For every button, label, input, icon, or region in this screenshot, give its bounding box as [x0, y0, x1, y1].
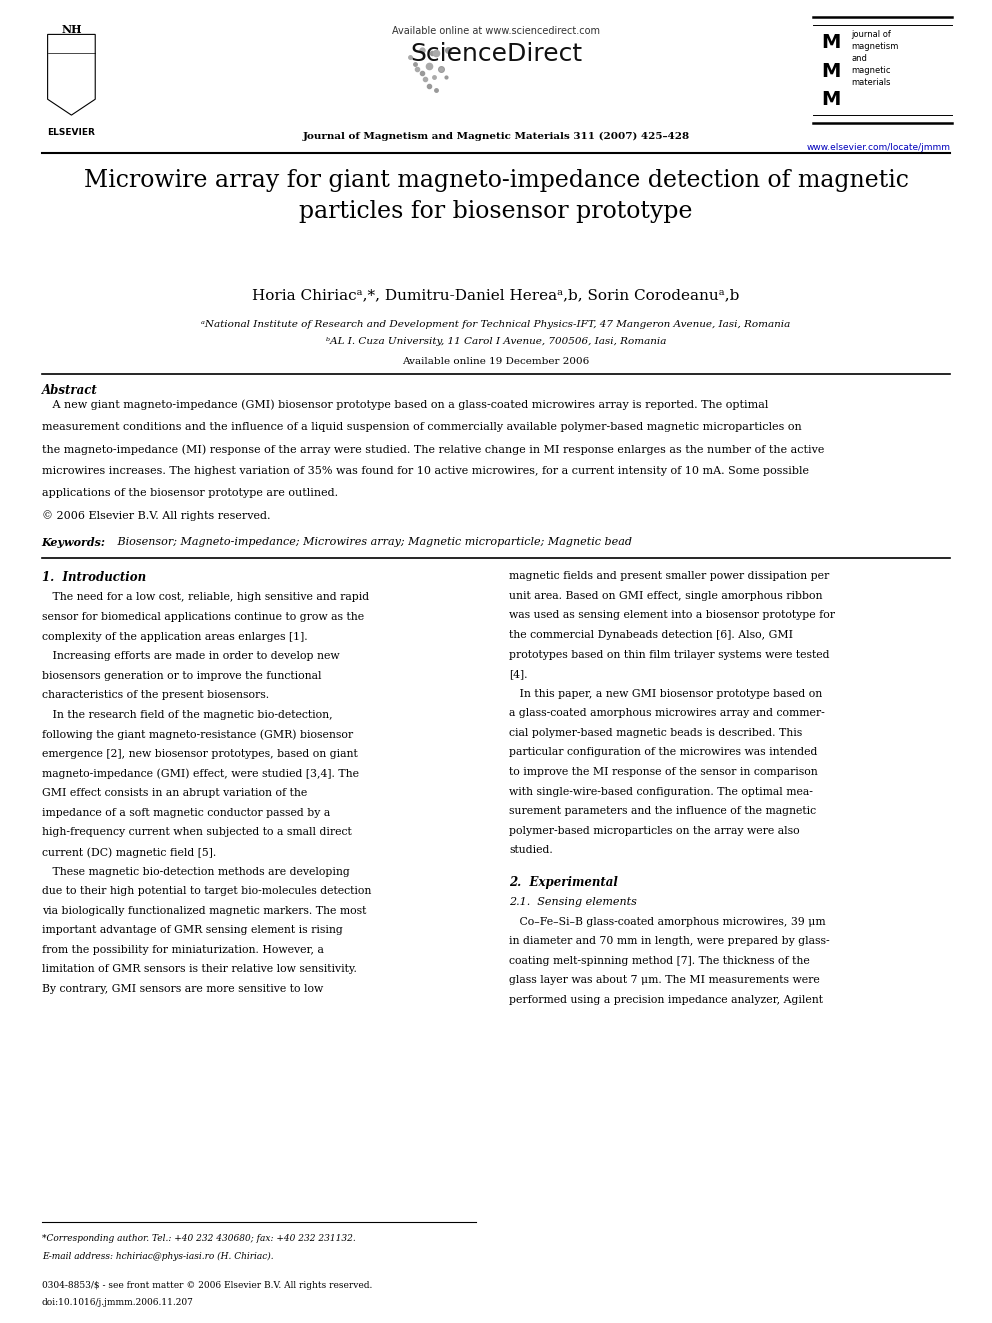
Text: prototypes based on thin film trilayer systems were tested: prototypes based on thin film trilayer s…	[509, 650, 829, 660]
Text: the commercial Dynabeads detection [6]. Also, GMI: the commercial Dynabeads detection [6]. …	[509, 630, 793, 640]
Text: Increasing efforts are made in order to develop new: Increasing efforts are made in order to …	[42, 651, 339, 662]
Text: GMI effect consists in an abrupt variation of the: GMI effect consists in an abrupt variati…	[42, 789, 307, 798]
Text: 2.1.  Sensing elements: 2.1. Sensing elements	[509, 897, 637, 906]
Text: high-frequency current when subjected to a small direct: high-frequency current when subjected to…	[42, 827, 351, 837]
Text: M: M	[821, 90, 841, 108]
Text: © 2006 Elsevier B.V. All rights reserved.: © 2006 Elsevier B.V. All rights reserved…	[42, 511, 270, 521]
Text: 1.  Introduction: 1. Introduction	[42, 572, 146, 585]
Text: following the giant magneto-resistance (GMR) biosensor: following the giant magneto-resistance (…	[42, 729, 353, 740]
Text: ELSEVIER: ELSEVIER	[48, 128, 95, 138]
Text: Journal of Magnetism and Magnetic Materials 311 (2007) 425–428: Journal of Magnetism and Magnetic Materi…	[303, 132, 689, 142]
Text: studied.: studied.	[509, 845, 553, 856]
Text: magneto-impedance (GMI) effect, were studied [3,4]. The: magneto-impedance (GMI) effect, were stu…	[42, 769, 359, 779]
Text: doi:10.1016/j.jmmm.2006.11.207: doi:10.1016/j.jmmm.2006.11.207	[42, 1298, 193, 1307]
Text: from the possibility for miniaturization. However, a: from the possibility for miniaturization…	[42, 945, 323, 955]
Text: particular configuration of the microwires was intended: particular configuration of the microwir…	[509, 747, 817, 758]
Text: the magneto-impedance (MI) response of the array were studied. The relative chan: the magneto-impedance (MI) response of t…	[42, 445, 824, 455]
Text: Co–Fe–Si–B glass-coated amorphous microwires, 39 μm: Co–Fe–Si–B glass-coated amorphous microw…	[509, 917, 825, 926]
Text: magnetic: magnetic	[851, 66, 891, 75]
Text: Available online at www.sciencedirect.com: Available online at www.sciencedirect.co…	[392, 26, 600, 37]
Text: important advantage of GMR sensing element is rising: important advantage of GMR sensing eleme…	[42, 925, 342, 935]
Text: Horia Chiriacᵃ,*, Dumitru-Daniel Hereaᵃ,b, Sorin Corodeanuᵃ,b: Horia Chiriacᵃ,*, Dumitru-Daniel Hereaᵃ,…	[252, 288, 740, 303]
Text: Biosensor; Magneto-impedance; Microwires array; Magnetic microparticle; Magnetic: Biosensor; Magneto-impedance; Microwires…	[114, 537, 632, 546]
Text: 2.  Experimental: 2. Experimental	[509, 876, 618, 889]
Text: polymer-based microparticles on the array were also: polymer-based microparticles on the arra…	[509, 826, 800, 836]
Text: was used as sensing element into a biosensor prototype for: was used as sensing element into a biose…	[509, 610, 835, 620]
Text: A new giant magneto-impedance (GMI) biosensor prototype based on a glass-coated : A new giant magneto-impedance (GMI) bios…	[42, 400, 768, 410]
Text: magnetism: magnetism	[851, 42, 899, 52]
Text: and: and	[851, 54, 867, 64]
Text: ᵇAL I. Cuza University, 11 Carol I Avenue, 700506, Iasi, Romania: ᵇAL I. Cuza University, 11 Carol I Avenu…	[325, 337, 667, 347]
Text: magnetic fields and present smaller power dissipation per: magnetic fields and present smaller powe…	[509, 572, 829, 581]
Text: Available online 19 December 2006: Available online 19 December 2006	[403, 357, 589, 366]
Text: [4].: [4].	[509, 669, 528, 679]
Text: journal of: journal of	[851, 30, 891, 40]
Text: By contrary, GMI sensors are more sensitive to low: By contrary, GMI sensors are more sensit…	[42, 984, 323, 994]
Text: unit area. Based on GMI effect, single amorphous ribbon: unit area. Based on GMI effect, single a…	[509, 591, 822, 601]
Text: In the research field of the magnetic bio-detection,: In the research field of the magnetic bi…	[42, 710, 332, 720]
Text: to improve the MI response of the sensor in comparison: to improve the MI response of the sensor…	[509, 767, 817, 777]
Text: In this paper, a new GMI biosensor prototype based on: In this paper, a new GMI biosensor proto…	[509, 689, 822, 699]
Text: emergence [2], new biosensor prototypes, based on giant: emergence [2], new biosensor prototypes,…	[42, 749, 357, 759]
Text: glass layer was about 7 μm. The MI measurements were: glass layer was about 7 μm. The MI measu…	[509, 975, 819, 986]
Text: ᵃNational Institute of Research and Development for Technical Physics-IFT, 47 Ma: ᵃNational Institute of Research and Deve…	[201, 320, 791, 329]
Text: Keywords:: Keywords:	[42, 537, 106, 548]
Text: measurement conditions and the influence of a liquid suspension of commercially : measurement conditions and the influence…	[42, 422, 802, 431]
Text: sensor for biomedical applications continue to grow as the: sensor for biomedical applications conti…	[42, 613, 364, 622]
Text: coating melt-spinning method [7]. The thickness of the: coating melt-spinning method [7]. The th…	[509, 955, 809, 966]
Text: impedance of a soft magnetic conductor passed by a: impedance of a soft magnetic conductor p…	[42, 808, 330, 818]
Text: M: M	[821, 62, 841, 81]
Text: via biologically functionalized magnetic markers. The most: via biologically functionalized magnetic…	[42, 906, 366, 916]
Text: ScienceDirect: ScienceDirect	[410, 42, 582, 66]
Text: materials: materials	[851, 78, 891, 87]
Text: E-mail address: hchiriac@phys-iasi.ro (H. Chiriac).: E-mail address: hchiriac@phys-iasi.ro (H…	[42, 1252, 273, 1261]
Text: limitation of GMR sensors is their relative low sensitivity.: limitation of GMR sensors is their relat…	[42, 964, 356, 975]
Text: performed using a precision impedance analyzer, Agilent: performed using a precision impedance an…	[509, 995, 823, 1005]
Text: biosensors generation or to improve the functional: biosensors generation or to improve the …	[42, 671, 321, 681]
Text: complexity of the application areas enlarges [1].: complexity of the application areas enla…	[42, 631, 308, 642]
Text: current (DC) magnetic field [5].: current (DC) magnetic field [5].	[42, 847, 216, 857]
Text: M: M	[821, 33, 841, 52]
Text: The need for a low cost, reliable, high sensitive and rapid: The need for a low cost, reliable, high …	[42, 593, 369, 602]
Text: cial polymer-based magnetic beads is described. This: cial polymer-based magnetic beads is des…	[509, 728, 803, 738]
Text: due to their high potential to target bio-molecules detection: due to their high potential to target bi…	[42, 886, 371, 896]
Text: microwires increases. The highest variation of 35% was found for 10 active micro: microwires increases. The highest variat…	[42, 466, 808, 476]
Text: in diameter and 70 mm in length, were prepared by glass-: in diameter and 70 mm in length, were pr…	[509, 937, 829, 946]
Text: characteristics of the present biosensors.: characteristics of the present biosensor…	[42, 691, 269, 700]
Text: www.elsevier.com/locate/jmmm: www.elsevier.com/locate/jmmm	[806, 143, 950, 152]
Text: surement parameters and the influence of the magnetic: surement parameters and the influence of…	[509, 806, 816, 816]
Text: These magnetic bio-detection methods are developing: These magnetic bio-detection methods are…	[42, 867, 349, 877]
Text: Microwire array for giant magneto-impedance detection of magnetic
particles for : Microwire array for giant magneto-impeda…	[83, 169, 909, 224]
Text: with single-wire-based configuration. The optimal mea-: with single-wire-based configuration. Th…	[509, 787, 812, 796]
Text: NH: NH	[62, 24, 81, 34]
Text: applications of the biosensor prototype are outlined.: applications of the biosensor prototype …	[42, 488, 338, 499]
Text: 0304-8853/$ - see front matter © 2006 Elsevier B.V. All rights reserved.: 0304-8853/$ - see front matter © 2006 El…	[42, 1281, 372, 1290]
Text: a glass-coated amorphous microwires array and commer-: a glass-coated amorphous microwires arra…	[509, 708, 824, 718]
Text: Abstract: Abstract	[42, 384, 97, 397]
Text: *Corresponding author. Tel.: +40 232 430680; fax: +40 232 231132.: *Corresponding author. Tel.: +40 232 430…	[42, 1234, 355, 1244]
